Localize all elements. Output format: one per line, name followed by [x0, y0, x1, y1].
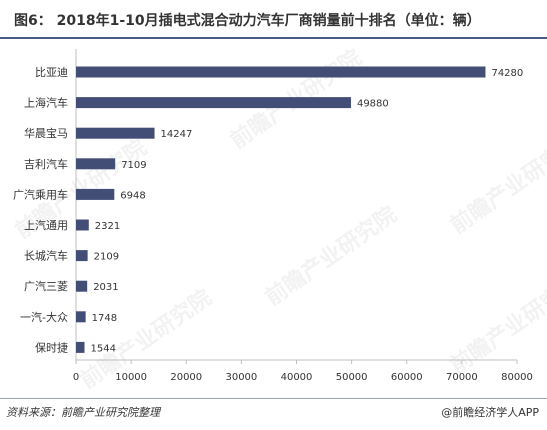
watermark-text-4: 前瞻产业研究院	[445, 129, 547, 239]
x-tick-label: 20000	[170, 372, 202, 383]
source-note: 资料来源：前瞻产业研究院整理	[6, 406, 160, 419]
title-divider	[0, 37, 547, 39]
watermark-text-5: 前瞻产业研究院	[445, 269, 547, 379]
bar	[76, 97, 351, 109]
data-label: 74280	[491, 68, 523, 79]
data-label: 1748	[92, 313, 117, 324]
category-label: 上汽通用	[24, 218, 68, 232]
x-tick-label: 60000	[391, 372, 423, 383]
credit-note: @前瞻经济学人APP	[441, 406, 539, 419]
category-label: 吉利汽车	[24, 157, 68, 171]
x-tick-label: 50000	[336, 372, 368, 383]
data-label: 6948	[120, 190, 145, 201]
category-label: 上海汽车	[24, 96, 68, 110]
category-label: 比亚迪	[35, 66, 68, 79]
x-tick-label: 30000	[225, 372, 257, 383]
bar	[76, 311, 86, 323]
data-label: 2031	[93, 282, 118, 293]
bar	[76, 341, 85, 353]
bar	[76, 158, 116, 170]
footer-divider	[0, 398, 547, 399]
x-tick-label: 80000	[501, 372, 533, 383]
x-tick-label: 70000	[446, 372, 478, 383]
data-label: 7109	[121, 160, 146, 171]
data-label: 2321	[95, 221, 120, 232]
bar	[76, 66, 486, 78]
category-label: 一汽-大众	[20, 310, 68, 324]
category-label: 华晨宝马	[24, 126, 68, 140]
category-label: 长城汽车	[24, 249, 68, 263]
data-label: 1544	[91, 343, 116, 354]
bar	[76, 127, 155, 139]
bar	[76, 219, 89, 231]
chart-title: 图6： 2018年1-10月插电式混合动力汽车厂商销量前十排名（单位：辆）	[14, 13, 481, 29]
watermark-text-2: 前瞻产业研究院	[260, 201, 401, 311]
category-label: 保时捷	[35, 340, 68, 354]
category-label: 广汽三菱	[24, 279, 68, 293]
category-label: 广汽乘用车	[13, 187, 68, 201]
x-tick-label: 0	[73, 372, 79, 383]
bar	[76, 188, 115, 200]
x-tick-label: 10000	[115, 372, 147, 383]
bar	[76, 250, 88, 262]
bar-chart: 前瞻产业研究院前瞻产业研究院前瞻产业研究院前瞻产业研究院前瞻产业研究院前瞻产业研…	[10, 44, 547, 394]
x-tick-label: 40000	[281, 372, 313, 383]
bar	[76, 280, 88, 292]
data-label: 2109	[94, 252, 119, 263]
data-label: 49880	[357, 99, 389, 110]
data-label: 14247	[161, 129, 193, 140]
